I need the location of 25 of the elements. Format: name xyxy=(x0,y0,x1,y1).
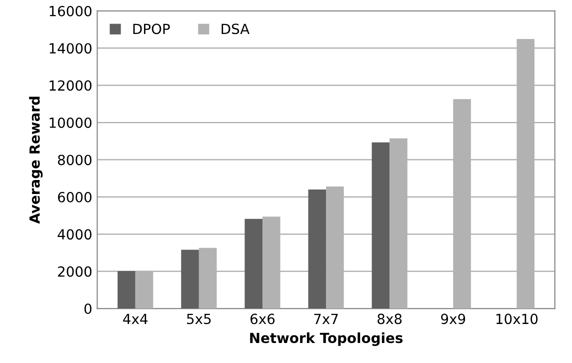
y-tick-label: 2000 xyxy=(58,266,92,277)
x-tick-label: 4x4 xyxy=(123,314,148,324)
y-tick-label: 12000 xyxy=(50,80,92,91)
y-axis-title: Average Reward xyxy=(29,96,43,224)
y-tick-label: 4000 xyxy=(58,229,92,240)
bar xyxy=(308,189,326,309)
legend-label: DSA xyxy=(222,24,250,34)
x-tick-label: 5x5 xyxy=(187,314,211,324)
x-axis-title: Network Topologies xyxy=(250,332,403,346)
y-tick-label: 10000 xyxy=(50,117,92,128)
y-tick-label: 8000 xyxy=(58,154,92,166)
x-tick-label: 7x7 xyxy=(314,314,338,324)
bar xyxy=(181,250,199,309)
bar xyxy=(244,218,262,309)
bar xyxy=(372,142,390,309)
y-tick-label: 14000 xyxy=(50,43,92,54)
x-tick-label: 10x10 xyxy=(496,314,538,324)
legend-label: DPOP xyxy=(133,24,170,34)
x-tick-label: 9x9 xyxy=(441,314,466,324)
x-tick-label: 6x6 xyxy=(250,314,275,324)
bar xyxy=(118,270,136,309)
y-tick-label: 6000 xyxy=(58,192,92,202)
y-tick-label: 16000 xyxy=(50,6,92,16)
x-tick-label: 8x8 xyxy=(378,314,402,324)
y-tick-label: 0 xyxy=(84,304,92,314)
